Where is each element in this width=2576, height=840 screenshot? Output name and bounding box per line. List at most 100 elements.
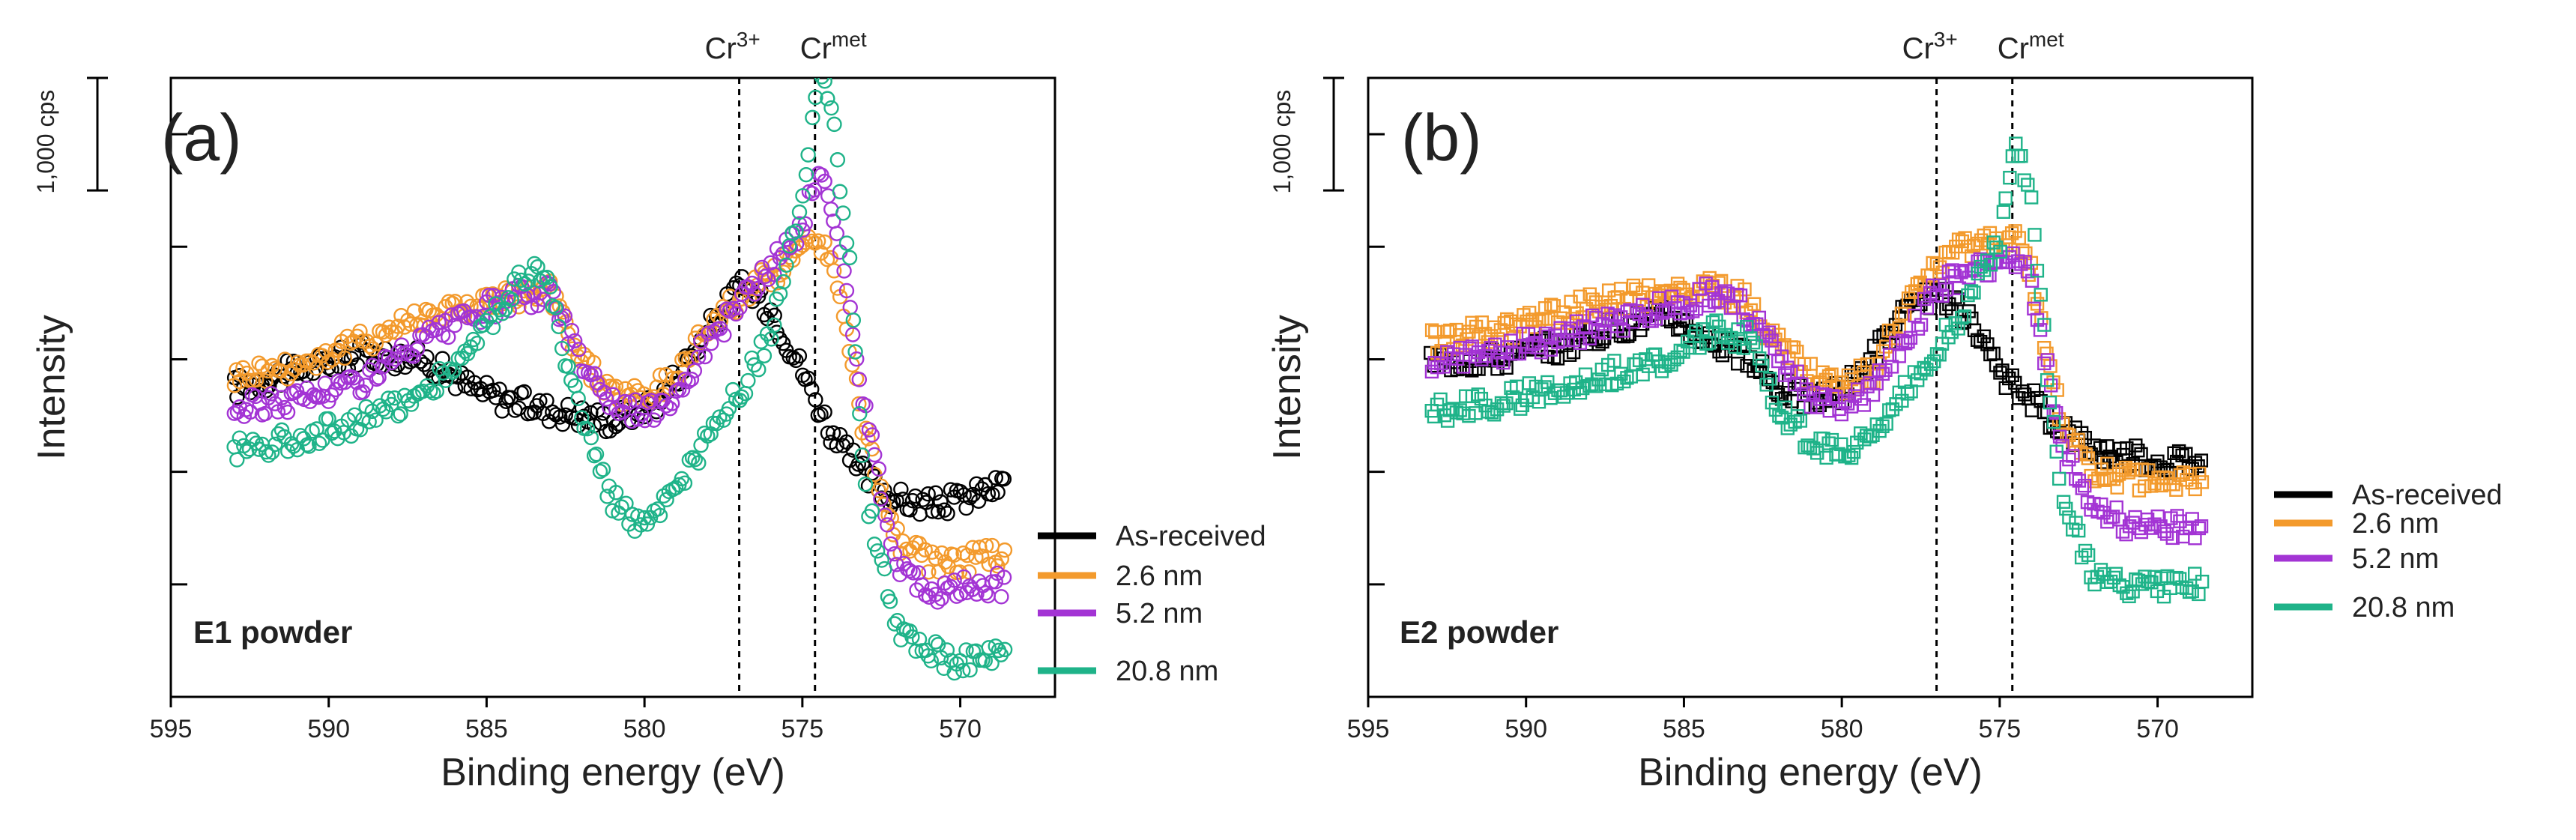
data-point [984, 655, 1000, 671]
data-point [886, 616, 903, 632]
data-point [1911, 321, 1926, 336]
data-point [406, 303, 423, 319]
data-point [1755, 358, 1770, 373]
data-point [321, 354, 336, 370]
data-point [1967, 285, 1981, 300]
data-point [829, 152, 846, 168]
data-point [299, 437, 315, 453]
data-point [1689, 324, 1703, 339]
data-point [2179, 447, 2193, 461]
data-point [1790, 345, 1804, 359]
data-point [928, 485, 944, 501]
data-point [527, 256, 542, 272]
crmet-label: Crmet [800, 28, 867, 65]
data-point [997, 542, 1013, 558]
data-point [864, 427, 880, 443]
data-point [988, 638, 1003, 654]
data-point [2110, 480, 2124, 495]
data-point [845, 312, 862, 328]
data-point [905, 565, 922, 581]
data-point [994, 551, 1010, 567]
data-point [2195, 574, 2210, 589]
data-point [2169, 483, 2183, 497]
x-tick-label: 595 [1347, 715, 1390, 743]
x-tick-label: 585 [1663, 715, 1705, 743]
data-point [1793, 414, 1808, 428]
data-point [2071, 432, 2085, 447]
data-point [2030, 297, 2045, 311]
data-point [321, 411, 336, 427]
data-point [1903, 330, 1918, 345]
data-point [832, 184, 848, 199]
data-point [2018, 255, 2032, 269]
data-point [595, 462, 611, 477]
data-point [921, 589, 937, 605]
data-point [751, 362, 767, 378]
data-point [904, 629, 920, 645]
data-point [2037, 356, 2052, 371]
data-point [1585, 308, 1600, 323]
legend-label: 5.2 nm [1116, 598, 1203, 629]
data-point [574, 400, 590, 416]
data-point [2140, 513, 2155, 527]
cr3-label: Cr3+ [705, 28, 761, 65]
data-point [1499, 360, 1514, 375]
data-point [996, 471, 1012, 487]
data-point [2195, 475, 2210, 489]
data-point [1841, 368, 1856, 383]
data-point [687, 451, 703, 468]
x-axis-label: Binding energy (eV) [441, 751, 785, 794]
data-point [734, 389, 750, 405]
data-point [1673, 343, 1688, 358]
data-point [1850, 435, 1864, 450]
data-point [911, 631, 928, 647]
x-tick-label: 590 [307, 715, 350, 743]
data-point [788, 223, 804, 239]
data-point [681, 452, 698, 468]
y-axis-label: Intensity [30, 315, 73, 460]
data-point [2093, 441, 2108, 455]
data-point [902, 563, 918, 579]
data-point [311, 435, 327, 451]
data-point [1562, 348, 1577, 362]
cr3-label: Cr3+ [1902, 28, 1958, 65]
data-point [959, 547, 976, 563]
crmet-label: Crmet [1998, 28, 2064, 65]
data-point [820, 91, 835, 106]
data-point [469, 336, 486, 351]
data-point [940, 506, 955, 522]
data-point [746, 357, 762, 373]
scale-bar-label: 1,000 cps [32, 90, 59, 194]
data-point [939, 642, 955, 658]
data-point [2034, 288, 2048, 302]
data-point [492, 302, 507, 318]
data-point [2040, 353, 2055, 367]
data-point [2100, 439, 2114, 453]
data-point [1765, 395, 1780, 410]
data-point [1711, 294, 1726, 308]
data-point [968, 549, 984, 565]
data-point [893, 481, 909, 498]
data-point [2087, 496, 2101, 511]
data-point [791, 204, 808, 220]
data-point [2144, 479, 2159, 493]
legend-label: As-received [2352, 480, 2503, 511]
data-point [1465, 315, 1479, 330]
data-point [586, 447, 602, 464]
data-point [668, 383, 684, 399]
data-point [1954, 310, 1969, 325]
data-point [1809, 446, 1824, 460]
data-point [817, 404, 832, 420]
data-point [829, 280, 845, 296]
data-point [1900, 387, 1915, 401]
data-point [447, 317, 463, 333]
data-point [371, 369, 387, 385]
data-point [2075, 481, 2090, 495]
data-point [261, 447, 276, 463]
data-point [933, 494, 949, 510]
data-point [1496, 355, 1511, 370]
data-point [750, 280, 766, 297]
data-point [817, 78, 832, 89]
data-point [580, 365, 596, 381]
